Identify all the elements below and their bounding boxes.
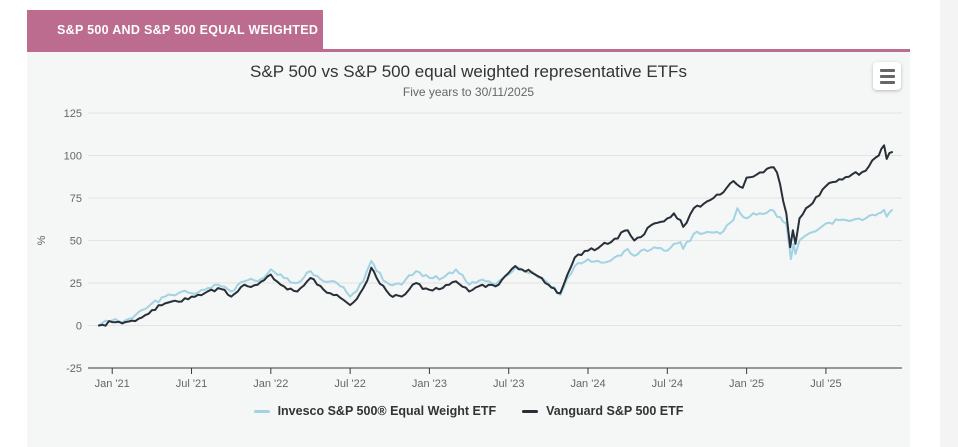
- legend-label: Vanguard S&P 500 ETF: [546, 404, 684, 418]
- y-tick-label: -25: [66, 363, 82, 375]
- legend-label: Invesco S&P 500® Equal Weight ETF: [277, 404, 497, 418]
- x-tick-label: Jul '23: [493, 378, 524, 390]
- y-tick-label: 75: [70, 193, 82, 205]
- y-tick-label: 25: [70, 278, 82, 290]
- x-tick-label: Jan '24: [570, 378, 605, 390]
- x-tick-label: Jan '21: [95, 378, 130, 390]
- panel-accent-line: [27, 49, 910, 52]
- page-right-strip: [940, 0, 958, 447]
- plot-area[interactable]: 125 100 75 50 25 0 -25% Jan '21 Jul '21 Jan '22 Ju…: [27, 52, 910, 447]
- chart-menu-button[interactable]: [873, 62, 901, 90]
- panel-tab-label: S&P 500 AND S&P 500 EQUAL WEIGHTED: [57, 22, 319, 37]
- panel-tab[interactable]: S&P 500 AND S&P 500 EQUAL WEIGHTED: [27, 10, 323, 49]
- y-axis-title: %: [36, 235, 48, 245]
- line-marker-icon: [253, 409, 270, 413]
- x-tick-label: Jul '25: [810, 378, 841, 390]
- y-tick-label: 0: [76, 321, 82, 333]
- series-line-vanguard-sp500[interactable]: [98, 144, 893, 327]
- x-tick-label: Jan '25: [729, 378, 764, 390]
- chart-panel: S&P 500 AND S&P 500 EQUAL WEIGHTED S&P 5…: [27, 10, 910, 447]
- chart-container: S&P 500 vs S&P 500 equal weighted repres…: [27, 52, 910, 447]
- x-tick-label: Jan '22: [253, 378, 288, 390]
- x-tick-label: Jul '24: [652, 378, 683, 390]
- series-line-invesco-equal-weight[interactable]: [98, 207, 893, 327]
- y-tick-label: 50: [70, 236, 82, 248]
- line-marker-icon: [522, 409, 539, 413]
- x-tick-label: Jul '22: [334, 378, 365, 390]
- y-tick-label: 100: [64, 151, 82, 163]
- x-tick-label: Jan '23: [412, 378, 447, 390]
- y-tick-label: 125: [64, 108, 82, 120]
- legend-item-invesco-equal-weight[interactable]: Invesco S&P 500® Equal Weight ETF: [253, 404, 497, 418]
- x-tick-label: Jul '21: [176, 378, 207, 390]
- legend: Invesco S&P 500® Equal Weight ETF Vangua…: [27, 404, 910, 418]
- legend-item-vanguard-sp500[interactable]: Vanguard S&P 500 ETF: [522, 404, 683, 418]
